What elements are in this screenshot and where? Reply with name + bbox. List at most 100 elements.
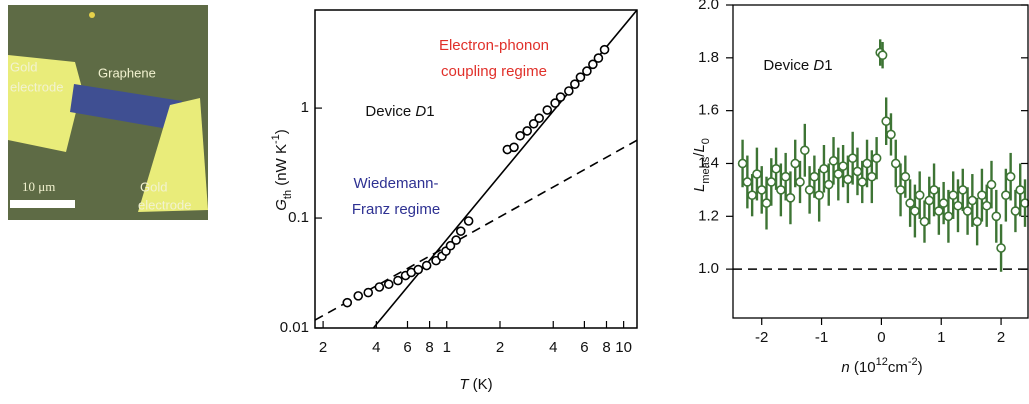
data-point <box>871 153 882 163</box>
data-point <box>374 282 385 292</box>
y-tick-label: 1.4 <box>698 154 719 171</box>
data-point <box>393 275 403 286</box>
image-label: Graphene <box>98 65 156 80</box>
data-point <box>1015 185 1026 195</box>
data-point <box>771 163 781 174</box>
data-point <box>838 161 848 171</box>
annotation: Wiedemann- <box>353 175 438 192</box>
text-piece: 0 <box>700 138 712 144</box>
x-tick-label: 8 <box>425 339 433 356</box>
text-piece: n <box>841 359 849 376</box>
data-point <box>575 72 586 82</box>
text-piece: (nW K <box>273 144 290 190</box>
data-point <box>534 113 544 123</box>
y-tick-label: 1.8 <box>698 49 719 66</box>
text-piece: (10 <box>850 359 876 376</box>
data-point <box>342 297 353 308</box>
x-tick-label: 2 <box>997 329 1005 346</box>
data-point <box>1010 206 1021 216</box>
data-point <box>445 240 456 251</box>
data-point <box>948 190 959 200</box>
data-point <box>353 291 364 301</box>
data-point <box>981 200 992 211</box>
data-point <box>910 206 920 216</box>
x-tick-label: 4 <box>549 339 557 356</box>
x-tick-label: 0 <box>877 329 885 346</box>
image-label: electrode <box>138 197 191 212</box>
data-point <box>934 206 944 216</box>
data-point <box>991 211 1002 222</box>
data-point <box>924 195 935 206</box>
data-point <box>929 185 939 195</box>
data-point <box>857 177 868 187</box>
data-point <box>886 129 896 140</box>
data-point <box>957 185 968 195</box>
fit-line <box>315 139 637 321</box>
data-point <box>555 92 566 102</box>
y-axis-label: Gth (nW K-1) <box>270 129 294 210</box>
data-point <box>599 44 610 55</box>
y-axis-label: Lmeas/L0 <box>691 138 712 192</box>
y-tick-label: 1.6 <box>698 102 719 119</box>
data-point <box>881 116 891 127</box>
data-point <box>747 190 757 200</box>
text-piece: coupling regime <box>441 63 547 80</box>
text-piece: T <box>459 376 470 393</box>
image-label: Gold <box>140 179 167 194</box>
data-point <box>895 185 906 195</box>
y-tick-label: 1.2 <box>698 207 719 224</box>
data-point <box>843 174 853 185</box>
data-point <box>515 130 525 141</box>
scale-bar-label: 10 μm <box>22 179 55 194</box>
scale-bar <box>10 200 75 208</box>
data-point <box>455 226 466 236</box>
data-point <box>383 279 394 290</box>
data-point <box>877 50 888 60</box>
data-point <box>914 190 925 200</box>
data-point <box>761 198 772 208</box>
data-point <box>542 105 553 115</box>
text-piece: -1 <box>270 134 282 144</box>
x-tick-label: 1 <box>937 329 945 346</box>
data-point <box>819 163 829 174</box>
data-point <box>919 216 930 227</box>
data-point <box>943 211 954 222</box>
data-point <box>962 206 973 216</box>
electrode-right <box>138 98 208 212</box>
text-piece: Franz regime <box>352 201 440 218</box>
text-piece: Device <box>365 103 415 120</box>
data-point <box>570 79 580 89</box>
x-tick-label: 6 <box>403 339 411 356</box>
text-piece: D <box>415 103 426 120</box>
data-point <box>862 158 872 169</box>
data-point <box>977 190 987 200</box>
data-point <box>900 171 911 182</box>
data-point <box>833 169 844 179</box>
data-point <box>847 153 858 163</box>
data-point <box>890 158 901 169</box>
data-point <box>528 118 539 129</box>
data-point <box>967 195 978 206</box>
annotation: Franz regime <box>352 201 440 218</box>
y-tick-label: 0.01 <box>280 319 309 336</box>
data-point <box>363 287 374 298</box>
text-piece: / <box>691 152 708 157</box>
data-point <box>986 179 997 190</box>
x-tick-label: 2 <box>319 339 327 356</box>
x-tick-label: 6 <box>580 339 588 356</box>
data-point <box>785 193 796 203</box>
x-axis-label: n (1012cm-2) <box>841 356 922 376</box>
data-point <box>756 185 767 195</box>
text-piece: D <box>813 57 824 74</box>
y-tick-label: 1 <box>301 99 309 116</box>
data-point <box>996 243 1006 253</box>
data-point <box>550 98 560 108</box>
x-tick-label: 1 <box>443 339 451 356</box>
annotation: Device D1 <box>365 103 434 120</box>
data-point <box>582 66 592 76</box>
chart: -2 -1 0 1 21.01.21.41.61.82.0n (1012cm-2)Lme… <box>691 0 1029 376</box>
text-piece: -2 <box>908 356 918 368</box>
data-point <box>421 260 432 271</box>
y-tick-label: 1.0 <box>698 260 719 277</box>
